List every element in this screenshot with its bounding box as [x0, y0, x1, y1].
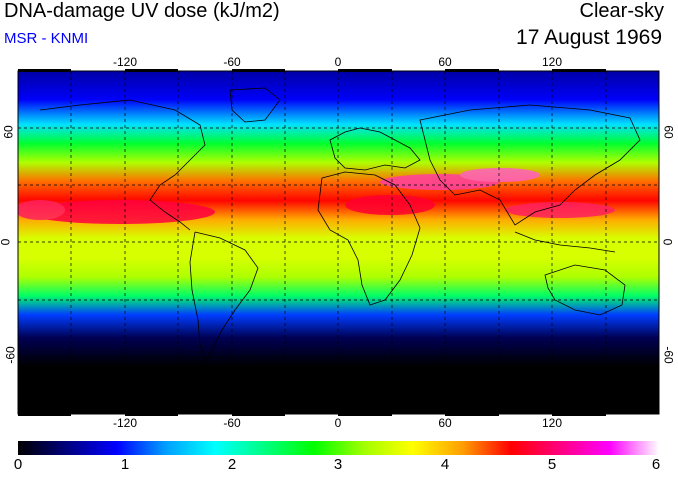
lon-tick-bottom: 120 — [541, 416, 563, 430]
colorbar-label: 0 — [13, 456, 23, 473]
map-frame — [17, 69, 660, 416]
lat-tick-left: 60 — [1, 125, 16, 139]
coastlines — [39, 87, 641, 364]
colorbar-label: 3 — [333, 456, 343, 473]
south-america-coast — [189, 231, 259, 364]
graticule — [18, 71, 659, 414]
asia-coast — [419, 104, 641, 226]
sky-condition-label: Clear-sky — [579, 0, 664, 22]
lon-tick-top: -60 — [223, 55, 241, 69]
lat-tick-right: 60 — [661, 125, 676, 139]
lon-tick-top: -120 — [112, 55, 138, 69]
australia-coast — [544, 264, 626, 316]
colorbar-label: 4 — [440, 456, 450, 473]
uv-dose-field — [18, 71, 659, 414]
colorbar-label: 1 — [120, 456, 130, 473]
source-label: MSR - KNMI — [4, 30, 89, 47]
lon-tick-bottom: 0 — [334, 416, 342, 430]
lat-tick-right: -60 — [661, 346, 676, 364]
indonesia-coast — [514, 231, 616, 253]
lat-tick-right: 0 — [660, 238, 675, 246]
lon-tick-top: 0 — [334, 55, 342, 69]
colorbar-label: 2 — [227, 456, 237, 473]
lat-tick-left: 0 — [0, 239, 12, 246]
map-title: DNA-damage UV dose (kJ/m2) — [4, 0, 280, 22]
colorbar — [18, 441, 659, 455]
lon-tick-top: 60 — [438, 55, 452, 69]
lat-tick-left: -60 — [3, 346, 18, 364]
lon-tick-bottom: 60 — [438, 416, 452, 430]
lon-tick-bottom: -60 — [223, 416, 241, 430]
lon-tick-bottom: -120 — [112, 416, 138, 430]
colorbar-label: 5 — [547, 456, 557, 473]
north-america-coast — [39, 99, 206, 231]
africa-coast — [317, 171, 421, 306]
date-label: 17 August 1969 — [516, 26, 662, 49]
lon-tick-top: 120 — [541, 55, 563, 69]
colorbar-label: 6 — [651, 456, 661, 473]
